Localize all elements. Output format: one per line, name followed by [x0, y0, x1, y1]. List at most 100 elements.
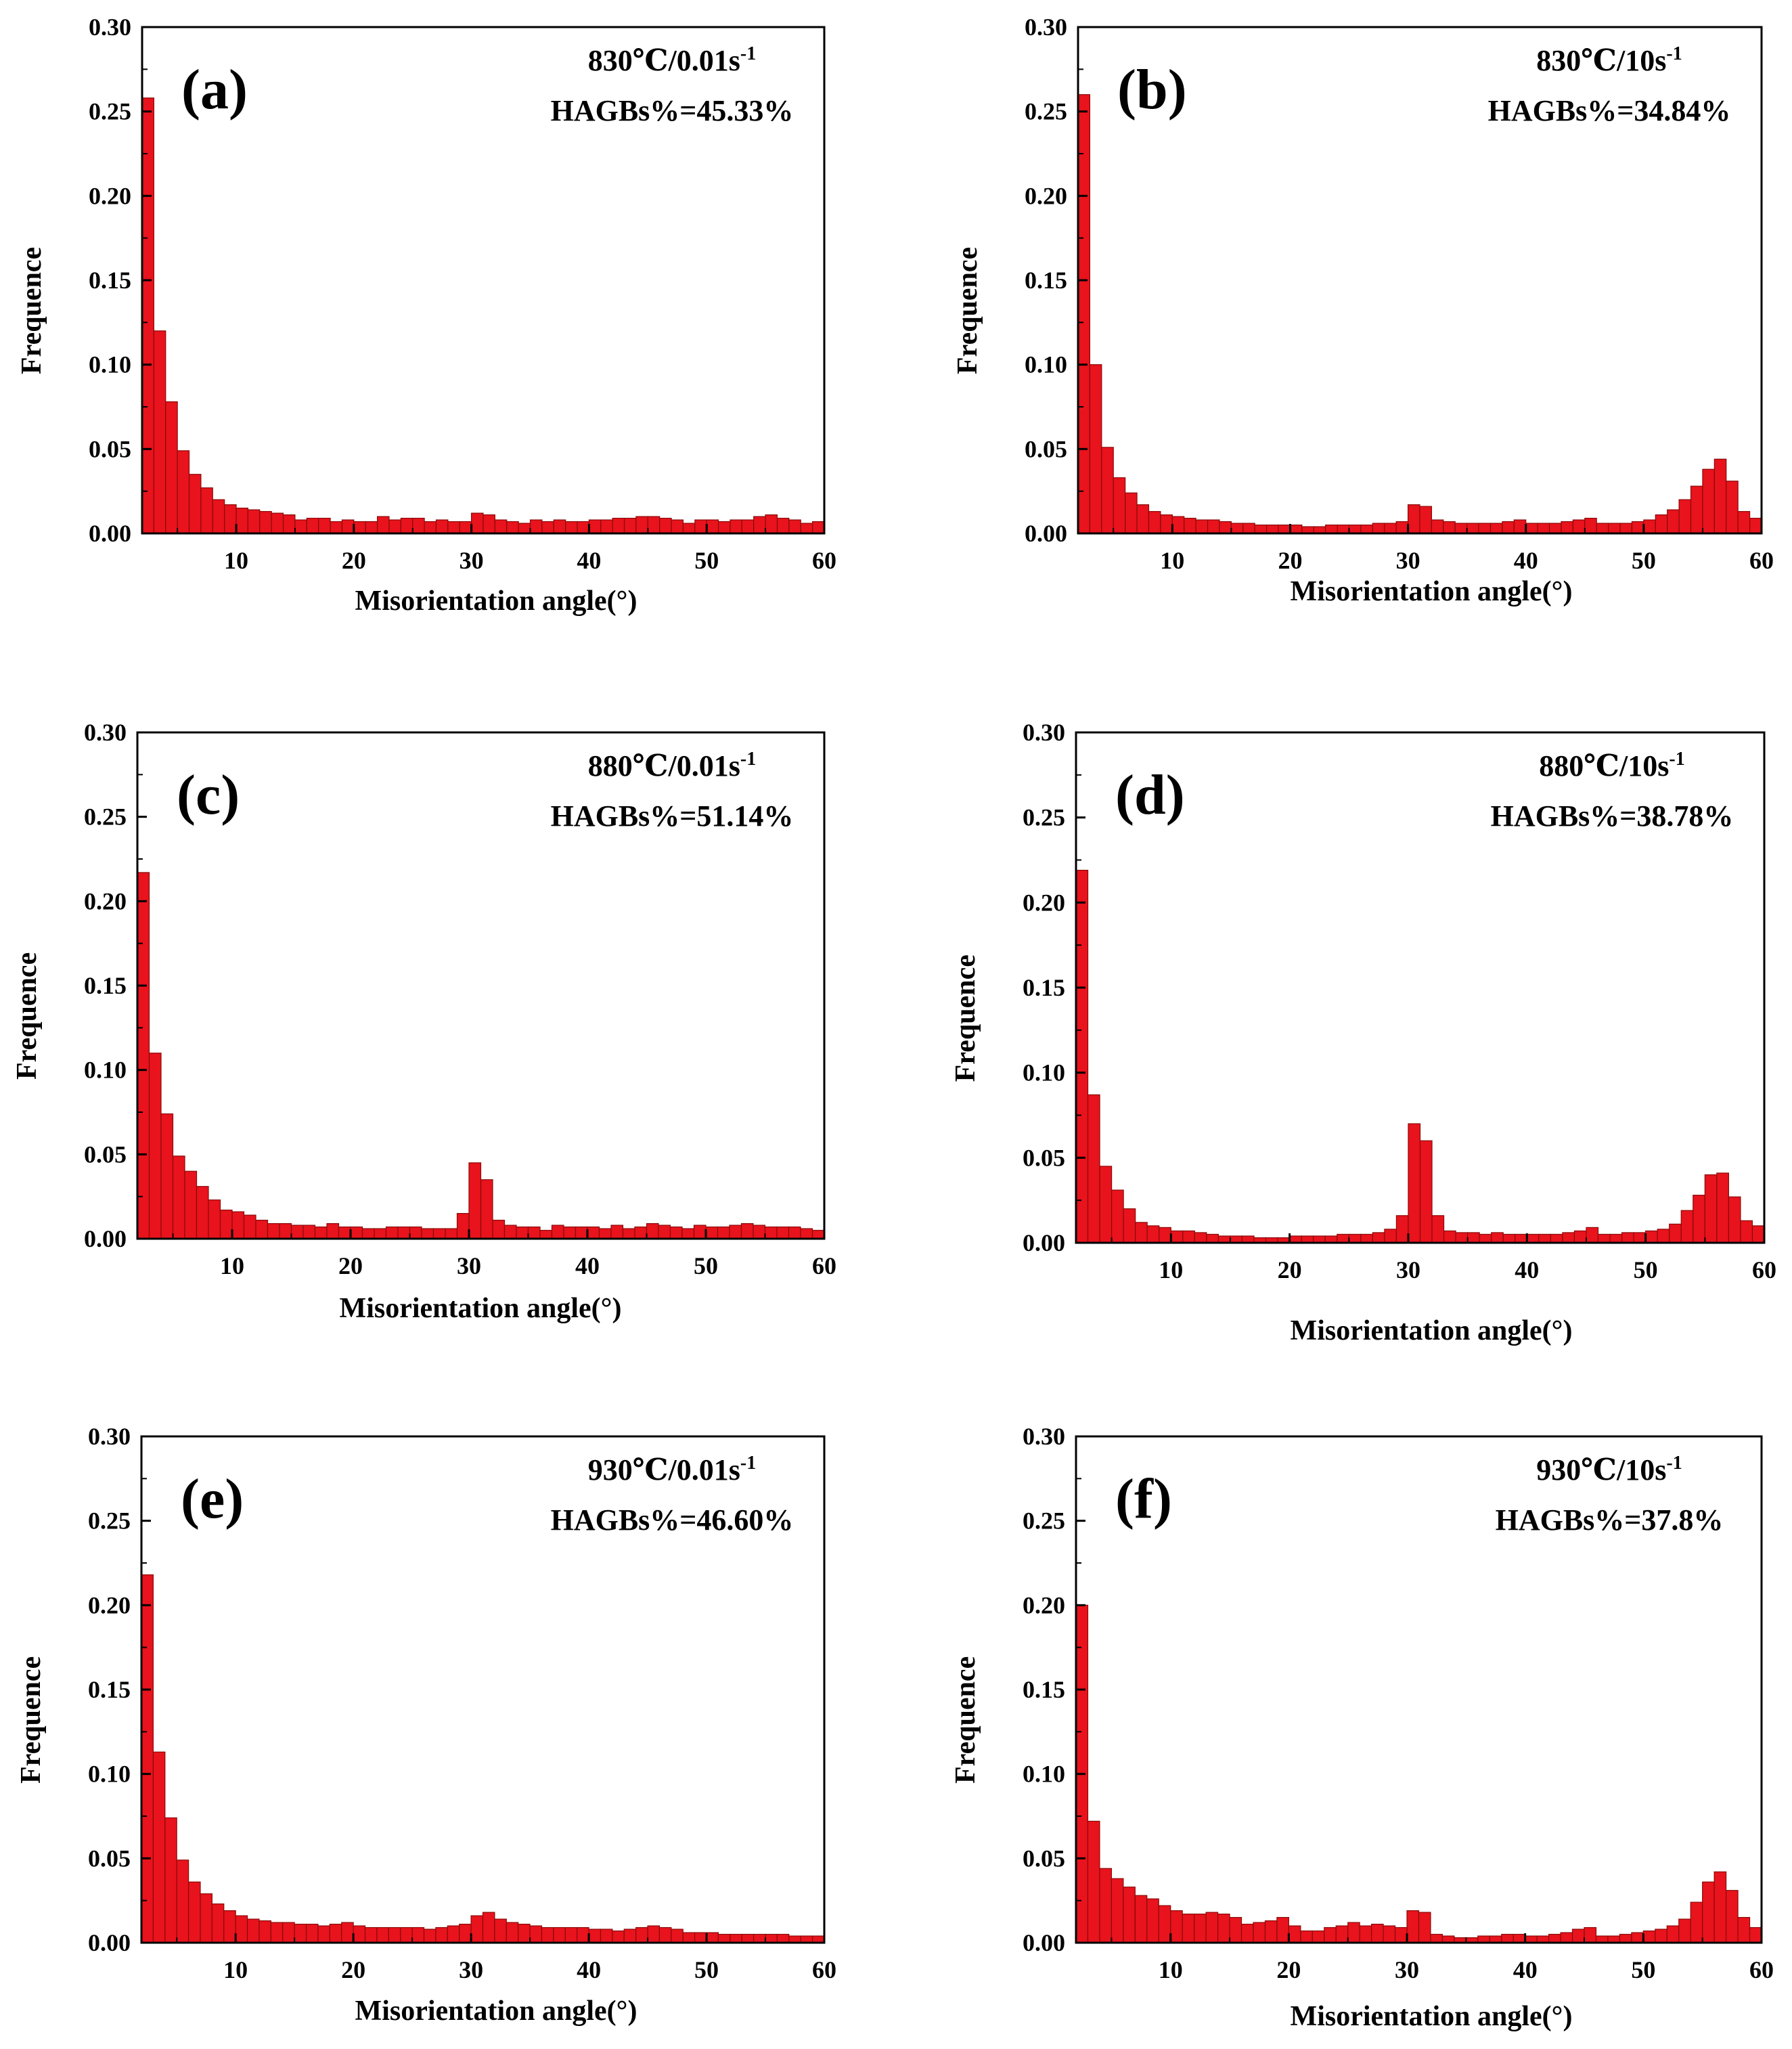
bar: [388, 519, 401, 534]
bar: [1337, 1233, 1349, 1243]
bar: [137, 872, 150, 1239]
condition-label: 930℃/0.01s-1: [588, 1453, 756, 1486]
x-tick-label: 20: [341, 1956, 365, 1983]
bar: [635, 516, 648, 534]
bar: [188, 474, 202, 534]
x-tick-label: 40: [1513, 1956, 1538, 1983]
bar: [1643, 519, 1656, 534]
y-tick-label: 0.30: [1023, 1423, 1065, 1450]
bar: [1537, 523, 1550, 534]
y-tick-label: 0.05: [89, 435, 131, 462]
bar: [612, 1930, 625, 1943]
bar: [271, 512, 284, 534]
bar: [1502, 1233, 1516, 1243]
bar: [1160, 514, 1173, 534]
y-axis-label: Frequence: [16, 1656, 47, 1784]
bar: [153, 330, 166, 534]
x-tick-label: 30: [1395, 1956, 1419, 1983]
bar: [1693, 1195, 1705, 1243]
bar: [717, 521, 731, 534]
bar: [1713, 458, 1727, 534]
bar: [1384, 523, 1397, 534]
bar: [471, 512, 484, 534]
bar: [812, 521, 825, 534]
bar: [811, 1229, 825, 1239]
bar: [1489, 523, 1503, 534]
y-axis-label: Frequence: [952, 247, 983, 374]
bar: [564, 1926, 578, 1943]
x-axis-label: Misorientation angle(°): [340, 1293, 622, 1324]
bar: [141, 97, 154, 534]
x-tick-label: 20: [1276, 1956, 1301, 1983]
bar: [1749, 517, 1762, 534]
bar: [305, 1923, 319, 1943]
x-tick-label: 30: [459, 1956, 483, 1983]
bar: [482, 1912, 495, 1943]
y-tick-label: 0.10: [1023, 1059, 1065, 1086]
bar: [1324, 1235, 1338, 1243]
bar: [518, 1923, 531, 1943]
x-axis-label: Misorientation angle(°): [355, 586, 637, 617]
bar: [1135, 1222, 1148, 1243]
bar: [1443, 521, 1456, 534]
bar: [706, 519, 719, 534]
bar: [223, 1910, 236, 1943]
bar: [459, 1923, 472, 1943]
x-tick-label: 10: [1159, 1256, 1183, 1283]
x-tick-label: 30: [457, 1252, 481, 1279]
y-tick-label: 0.20: [88, 1591, 131, 1618]
y-tick-label: 0.10: [1023, 1761, 1065, 1788]
bar: [1241, 1235, 1255, 1243]
bar: [730, 519, 742, 534]
bar: [506, 521, 519, 534]
bar: [1454, 523, 1468, 534]
y-tick-label: 0.05: [1025, 435, 1067, 462]
x-tick-label: 40: [575, 1252, 600, 1279]
bar: [470, 1915, 484, 1943]
bar: [646, 1222, 659, 1239]
bar: [1690, 485, 1703, 534]
bar: [634, 1226, 648, 1239]
bar: [235, 1915, 248, 1943]
bar: [160, 1113, 174, 1239]
condition-text: 830℃/10s: [1536, 44, 1666, 77]
bar: [541, 521, 554, 534]
panel-label: (e): [181, 1468, 244, 1530]
bar: [529, 519, 543, 534]
rate-superscript: -1: [740, 1453, 756, 1474]
condition-text: 830℃/0.01s: [588, 44, 740, 77]
bar: [1184, 517, 1196, 534]
bar: [1300, 1930, 1313, 1943]
bar: [318, 517, 331, 534]
bar: [1383, 1925, 1396, 1943]
bar: [647, 1925, 660, 1943]
y-axis-label: Frequence: [950, 1656, 981, 1784]
bar: [1737, 510, 1751, 534]
bar: [1253, 1922, 1266, 1943]
bar: [1194, 1232, 1207, 1243]
bar: [494, 519, 508, 534]
bar: [400, 1926, 413, 1943]
bar: [1597, 1233, 1611, 1243]
bar: [1713, 1871, 1727, 1943]
hagb-label: HAGBs%=51.14%: [551, 799, 794, 833]
bar: [172, 1155, 185, 1239]
x-axis-label: Misorientation angle(°): [1291, 1315, 1573, 1346]
bar: [753, 516, 766, 534]
bar: [788, 519, 801, 534]
x-tick-label: 20: [1278, 547, 1302, 574]
bar: [1278, 524, 1291, 534]
bar: [314, 1226, 328, 1239]
bar: [374, 1228, 387, 1239]
bar: [506, 1922, 519, 1943]
bar: [1596, 523, 1609, 534]
bar: [1608, 523, 1621, 534]
x-tick-label: 40: [1514, 547, 1538, 574]
panel-label: (f): [1115, 1468, 1172, 1530]
hagb-label: HAGBs%=38.78%: [1491, 799, 1734, 833]
x-tick-label: 40: [577, 547, 601, 574]
rate-superscript: -1: [1666, 43, 1682, 64]
bar: [1266, 524, 1279, 534]
y-tick-label: 0.00: [1023, 1929, 1065, 1956]
bar: [1621, 1232, 1634, 1243]
